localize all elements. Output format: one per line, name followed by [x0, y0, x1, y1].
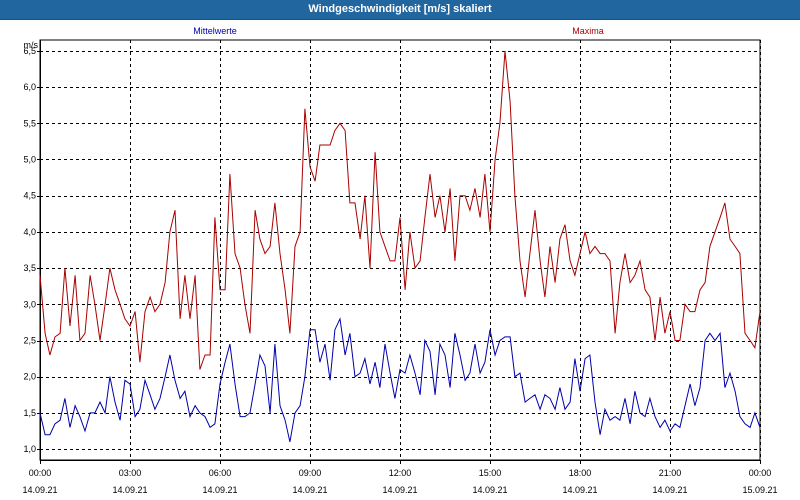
x-tick-time: 15:00	[479, 468, 502, 478]
x-tick-date: 14.09.21	[562, 485, 597, 495]
x-tick-date: 14.09.21	[22, 485, 57, 495]
y-tick-label: 3,0	[23, 299, 36, 309]
y-tick-label: 5,0	[23, 154, 36, 164]
chart-grid	[39, 39, 761, 461]
x-tick-labels: 00:00 14.09.21 03:00 14.09.21 06:00 14.09.21 0…	[22, 460, 778, 495]
legend-mittelwerte: Mittelwerte	[193, 26, 237, 36]
chart-series	[39, 50, 761, 443]
x-tick-date: 14.09.21	[202, 485, 237, 495]
y-tick-label: 6,5	[23, 46, 36, 56]
y-tick-label: 1,0	[23, 444, 36, 454]
x-tick-time: 18:00	[569, 468, 592, 478]
legend-maxima: Maxima	[572, 26, 604, 36]
y-tick-labels: 1,0 1,5 2,0 2,5 3,0 3,5 4,0 4,5 5,0 5,5 6,0 6,5	[23, 46, 40, 454]
y-tick-label: 5,5	[23, 118, 36, 128]
x-tick-time: 06:00	[209, 468, 232, 478]
y-tick-label: 6,0	[23, 82, 36, 92]
y-tick-label: 4,0	[23, 227, 36, 237]
y-tick-label: 2,5	[23, 336, 36, 346]
chart-title: Windgeschwindigkeit [m/s] skaliert	[308, 3, 492, 15]
y-axis-unit-label: m/s	[24, 40, 39, 50]
y-tick-label: 3,5	[23, 263, 36, 273]
series-line-maxima	[39, 50, 761, 370]
x-tick-time: 12:00	[389, 468, 412, 478]
x-tick-time: 09:00	[299, 468, 322, 478]
window-title-bar: Windgeschwindigkeit [m/s] skaliert	[0, 0, 800, 20]
y-tick-label: 4,5	[23, 191, 36, 201]
series-line-mittelwerte	[39, 317, 761, 443]
x-tick-time: 21:00	[659, 468, 682, 478]
x-tick-date: 14.09.21	[472, 485, 507, 495]
x-tick-date: 14.09.21	[292, 485, 327, 495]
x-tick-date: 14.09.21	[382, 485, 417, 495]
x-tick-time: 00:00	[749, 468, 772, 478]
x-tick-time: 00:00	[29, 468, 52, 478]
x-tick-date: 14.09.21	[652, 485, 687, 495]
x-tick-date: 15.09.21	[742, 485, 777, 495]
y-tick-label: 1,5	[23, 408, 36, 418]
x-tick-time: 03:00	[119, 468, 142, 478]
x-tick-date: 14.09.21	[112, 485, 147, 495]
y-tick-label: 2,0	[23, 372, 36, 382]
